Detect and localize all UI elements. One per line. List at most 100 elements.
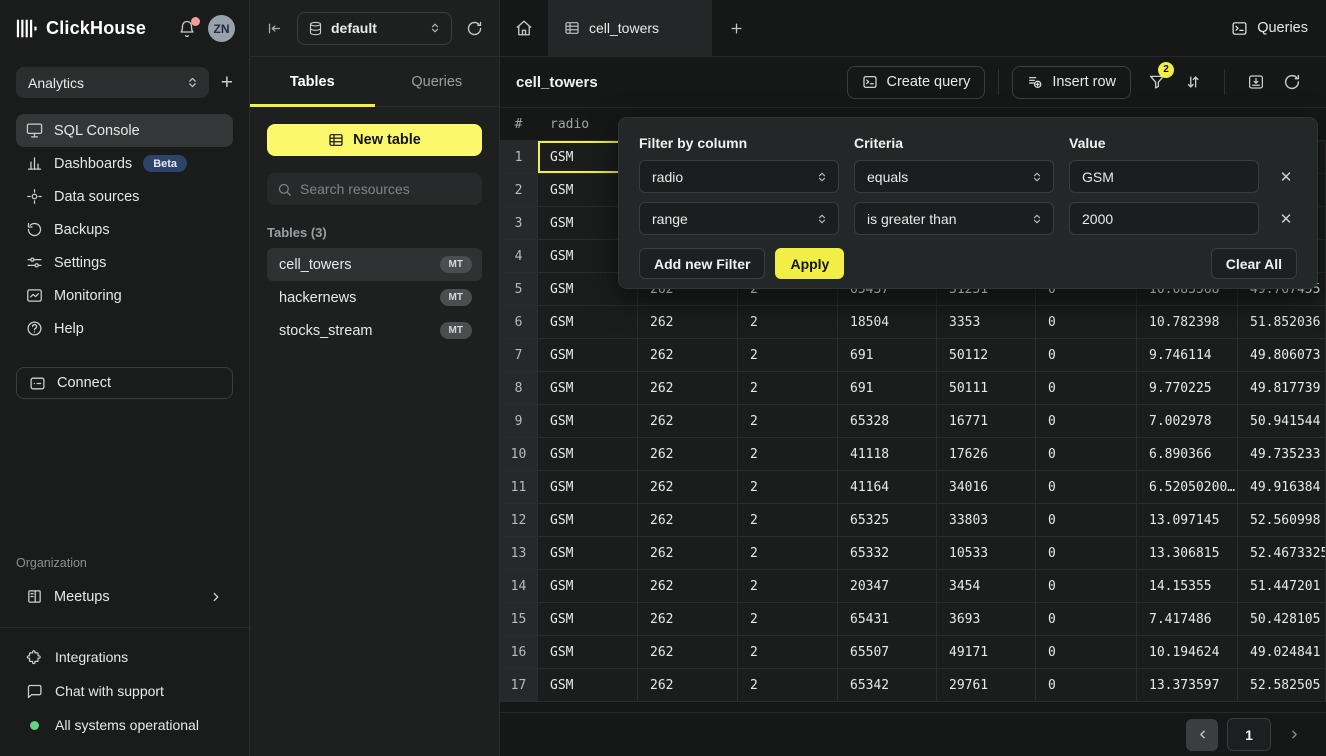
grid-cell[interactable]: 2 <box>738 636 838 669</box>
grid-cell[interactable]: 2 <box>738 438 838 471</box>
grid-cell[interactable]: 0 <box>1036 636 1137 669</box>
grid-cell[interactable]: 52.582505 <box>1238 669 1326 702</box>
remove-filter-button[interactable]: ✕ <box>1274 168 1298 186</box>
grid-cell[interactable]: 65325 <box>838 504 937 537</box>
grid-cell[interactable]: 13.373597 <box>1137 669 1238 702</box>
queries-button[interactable]: Queries <box>1213 0 1326 56</box>
grid-cell[interactable]: 6.890366 <box>1137 438 1238 471</box>
grid-cell[interactable]: 49.735233 <box>1238 438 1326 471</box>
grid-cell[interactable]: 6.52050200… <box>1137 471 1238 504</box>
grid-cell[interactable]: 13.306815 <box>1137 537 1238 570</box>
grid-cell[interactable]: 0 <box>1036 570 1137 603</box>
grid-cell[interactable]: 29761 <box>937 669 1036 702</box>
apply-filters-button[interactable]: Apply <box>775 248 844 279</box>
grid-cell[interactable]: 2 <box>738 372 838 405</box>
grid-cell[interactable]: 51.447201 <box>1238 570 1326 603</box>
sidebar-item-meetups[interactable]: Meetups <box>16 580 233 613</box>
filter-criteria-select[interactable]: equals <box>854 160 1054 193</box>
grid-cell[interactable]: 10533 <box>937 537 1036 570</box>
grid-cell[interactable]: 65332 <box>838 537 937 570</box>
table-list-item-hackernews[interactable]: hackernews MT <box>267 281 482 314</box>
grid-cell[interactable]: GSM <box>538 504 638 537</box>
sort-button[interactable] <box>1175 66 1211 99</box>
grid-cell[interactable]: 262 <box>638 306 738 339</box>
grid-cell[interactable]: 51.852036 <box>1238 306 1326 339</box>
page-number[interactable]: 1 <box>1227 718 1271 751</box>
new-tab-button[interactable] <box>712 0 760 56</box>
grid-cell[interactable]: 50.428105 <box>1238 603 1326 636</box>
sidebar-item-sql-console[interactable]: SQL Console <box>16 114 233 147</box>
filter-column-select[interactable]: radio <box>639 160 839 193</box>
grid-cell[interactable]: 262 <box>638 339 738 372</box>
grid-cell[interactable]: 3693 <box>937 603 1036 636</box>
grid-cell[interactable]: 2 <box>738 570 838 603</box>
grid-cell[interactable]: 34016 <box>937 471 1036 504</box>
previous-page-button[interactable] <box>1186 719 1218 751</box>
grid-cell[interactable]: GSM <box>538 438 638 471</box>
grid-cell[interactable]: 18504 <box>838 306 937 339</box>
sidebar-item-data-sources[interactable]: Data sources <box>16 180 233 213</box>
chat-support-link[interactable]: Chat with support <box>16 676 233 706</box>
filter-button[interactable]: 2 <box>1139 66 1175 99</box>
grid-cell[interactable]: 33803 <box>937 504 1036 537</box>
database-select[interactable]: default <box>297 12 452 45</box>
grid-cell[interactable]: 65328 <box>838 405 937 438</box>
clear-filters-button[interactable]: Clear All <box>1211 248 1297 279</box>
grid-cell[interactable]: 41118 <box>838 438 937 471</box>
grid-cell[interactable]: 16771 <box>937 405 1036 438</box>
collapse-panel-button[interactable] <box>266 20 283 37</box>
grid-cell[interactable]: 17626 <box>937 438 1036 471</box>
sidebar-item-monitoring[interactable]: Monitoring <box>16 279 233 312</box>
grid-cell[interactable]: 2 <box>738 504 838 537</box>
grid-cell[interactable]: 2 <box>738 603 838 636</box>
grid-cell[interactable]: GSM <box>538 306 638 339</box>
grid-cell[interactable]: 65342 <box>838 669 937 702</box>
grid-cell[interactable]: 691 <box>838 339 937 372</box>
grid-cell[interactable]: 262 <box>638 537 738 570</box>
grid-cell[interactable]: 50.941544 <box>1238 405 1326 438</box>
grid-cell[interactable]: 13.097145 <box>1137 504 1238 537</box>
grid-cell[interactable]: 49.806073 <box>1238 339 1326 372</box>
grid-cell[interactable]: 0 <box>1036 471 1137 504</box>
system-status[interactable]: All systems operational <box>16 710 233 740</box>
home-button[interactable] <box>500 0 548 56</box>
grid-cell[interactable]: 20347 <box>838 570 937 603</box>
workspace-tab-cell-towers[interactable]: cell_towers <box>548 0 712 56</box>
grid-cell[interactable]: 262 <box>638 372 738 405</box>
grid-cell[interactable]: GSM <box>538 603 638 636</box>
grid-cell[interactable]: 49.024841 <box>1238 636 1326 669</box>
notifications-button[interactable] <box>178 20 196 38</box>
grid-cell[interactable]: 10.194624 <box>1137 636 1238 669</box>
grid-cell[interactable]: 2 <box>738 471 838 504</box>
workspace-select[interactable]: Analytics <box>16 67 209 98</box>
grid-cell[interactable]: 0 <box>1036 504 1137 537</box>
grid-cell[interactable]: 2 <box>738 306 838 339</box>
add-filter-button[interactable]: Add new Filter <box>639 248 765 279</box>
search-input[interactable] <box>300 181 481 197</box>
grid-cell[interactable]: 52.560998 <box>1238 504 1326 537</box>
grid-cell[interactable]: 262 <box>638 603 738 636</box>
grid-cell[interactable]: 2 <box>738 537 838 570</box>
table-list-item-stocks-stream[interactable]: stocks_stream MT <box>267 314 482 347</box>
table-list-item-cell-towers[interactable]: cell_towers MT <box>267 248 482 281</box>
grid-cell[interactable]: 2 <box>738 669 838 702</box>
remove-filter-button[interactable]: ✕ <box>1274 210 1298 228</box>
grid-cell[interactable]: GSM <box>538 339 638 372</box>
grid-cell[interactable]: GSM <box>538 636 638 669</box>
create-query-button[interactable]: Create query <box>847 66 986 99</box>
avatar[interactable]: ZN <box>208 15 235 42</box>
grid-cell[interactable]: 2 <box>738 405 838 438</box>
grid-cell[interactable]: GSM <box>538 570 638 603</box>
grid-cell[interactable]: 262 <box>638 471 738 504</box>
grid-cell[interactable]: 3454 <box>937 570 1036 603</box>
grid-cell[interactable]: 262 <box>638 504 738 537</box>
grid-cell[interactable]: 65431 <box>838 603 937 636</box>
sidebar-item-help[interactable]: Help <box>16 312 233 345</box>
grid-cell[interactable]: 7.002978 <box>1137 405 1238 438</box>
grid-cell[interactable]: 0 <box>1036 438 1137 471</box>
connect-button[interactable]: Connect <box>16 367 233 399</box>
grid-cell[interactable]: 262 <box>638 405 738 438</box>
grid-cell[interactable]: 0 <box>1036 669 1137 702</box>
grid-cell[interactable]: 2 <box>738 339 838 372</box>
grid-cell[interactable]: 3353 <box>937 306 1036 339</box>
